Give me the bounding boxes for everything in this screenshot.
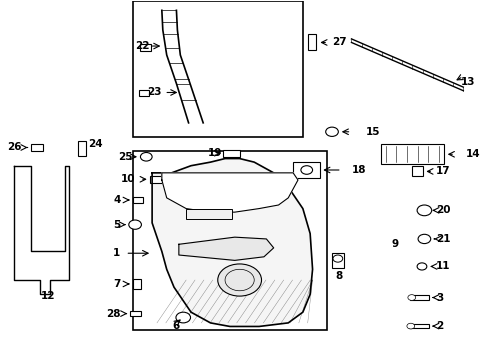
Text: 2: 2 (436, 321, 443, 331)
Circle shape (417, 234, 430, 244)
Bar (149, 176, 162, 183)
Bar (408, 324, 428, 328)
Text: 19: 19 (208, 148, 222, 158)
Circle shape (224, 269, 254, 291)
Bar (132, 279, 141, 289)
Polygon shape (152, 158, 312, 327)
Bar (132, 152, 326, 330)
Bar (331, 253, 344, 267)
Bar (140, 44, 150, 51)
Text: 16: 16 (202, 174, 216, 184)
Bar (222, 150, 239, 157)
Bar (78, 141, 85, 156)
Text: 13: 13 (460, 77, 474, 87)
Circle shape (140, 153, 152, 161)
Text: 6: 6 (172, 321, 180, 332)
Text: 14: 14 (465, 149, 479, 159)
Circle shape (300, 166, 312, 174)
Text: 22: 22 (135, 41, 149, 51)
Circle shape (176, 312, 190, 323)
Text: 25: 25 (118, 152, 132, 162)
Circle shape (416, 205, 431, 216)
Bar (132, 197, 143, 203)
Bar (409, 296, 428, 300)
Text: 4: 4 (113, 195, 120, 205)
Text: 8: 8 (335, 271, 342, 282)
Text: 23: 23 (147, 87, 162, 98)
Text: 18: 18 (351, 165, 365, 175)
Polygon shape (162, 173, 297, 212)
Text: 27: 27 (331, 37, 346, 48)
Text: 15: 15 (366, 127, 380, 137)
Text: 12: 12 (40, 291, 55, 301)
Text: 28: 28 (106, 309, 120, 319)
Circle shape (406, 323, 414, 329)
Bar (186, 208, 232, 219)
Circle shape (325, 127, 338, 136)
Text: 1: 1 (113, 248, 120, 258)
Text: 7: 7 (113, 279, 120, 289)
Text: 10: 10 (121, 174, 135, 184)
Bar (380, 144, 443, 164)
Bar (139, 90, 148, 96)
Bar (130, 311, 141, 316)
Polygon shape (179, 237, 273, 260)
Circle shape (416, 263, 426, 270)
Circle shape (217, 264, 261, 296)
Text: 3: 3 (436, 293, 443, 302)
Text: 11: 11 (435, 261, 449, 271)
Bar (307, 33, 316, 50)
Text: 9: 9 (391, 239, 398, 249)
Circle shape (332, 255, 342, 262)
Text: 17: 17 (435, 166, 449, 176)
Bar (132, 1, 302, 137)
Bar (292, 162, 319, 178)
Circle shape (128, 220, 141, 229)
Text: 21: 21 (436, 234, 450, 244)
Bar (229, 176, 242, 183)
Bar (30, 144, 42, 151)
Text: 5: 5 (113, 220, 120, 230)
Bar (411, 166, 422, 176)
Text: 26: 26 (7, 143, 22, 153)
Text: 20: 20 (436, 205, 450, 215)
Circle shape (407, 295, 415, 300)
Text: 24: 24 (88, 139, 102, 149)
